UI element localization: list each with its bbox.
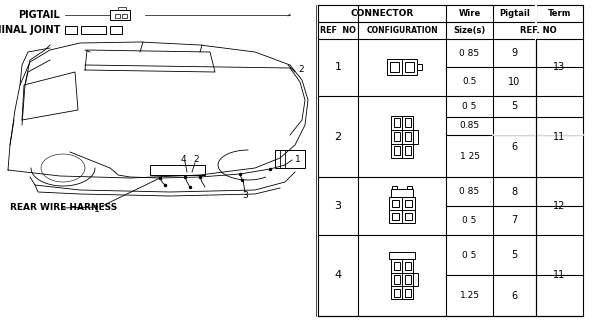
Text: 11: 11 [554, 132, 566, 142]
Bar [110, 26, 122, 34]
Bar [392, 200, 399, 207]
Bar [392, 186, 397, 189]
Bar [389, 197, 415, 223]
Bar [417, 64, 422, 70]
Bar [393, 132, 399, 141]
Bar [393, 289, 399, 297]
Bar [81, 26, 106, 34]
Text: 0.5: 0.5 [462, 77, 477, 86]
Text: 0 5: 0 5 [462, 216, 477, 225]
Text: CONFIGURATION: CONFIGURATION [366, 26, 438, 35]
Bar [405, 62, 414, 72]
Text: PIGTAIL: PIGTAIL [18, 10, 60, 20]
Bar [405, 262, 411, 270]
Bar [122, 14, 127, 18]
Bar [150, 165, 205, 175]
Bar [393, 146, 399, 155]
Bar [405, 213, 412, 220]
Bar [118, 7, 126, 10]
Text: 0 85: 0 85 [459, 187, 480, 196]
Text: 1: 1 [94, 205, 100, 214]
Text: 4: 4 [180, 155, 186, 164]
Text: 7: 7 [511, 215, 518, 225]
Bar [405, 275, 411, 284]
Text: 1 25: 1 25 [460, 152, 480, 161]
Text: 0 5: 0 5 [462, 251, 477, 260]
Text: 0 85: 0 85 [459, 49, 480, 58]
Text: 5: 5 [511, 101, 518, 111]
Text: TERMINAL JOINT: TERMINAL JOINT [0, 25, 60, 35]
Text: 2: 2 [335, 132, 342, 142]
Bar [389, 252, 415, 260]
Text: 12: 12 [554, 201, 566, 211]
Bar [390, 62, 399, 72]
Bar [65, 26, 77, 34]
Bar [405, 132, 411, 141]
Bar [405, 289, 411, 297]
Bar [110, 10, 130, 20]
Text: 6: 6 [511, 142, 517, 152]
Text: 9: 9 [511, 48, 517, 58]
Bar [391, 116, 413, 158]
Text: Size(s): Size(s) [453, 26, 486, 35]
Text: 2: 2 [193, 156, 199, 164]
Text: 1: 1 [335, 62, 341, 72]
Bar [392, 213, 399, 220]
Text: 6: 6 [511, 291, 517, 301]
Bar [391, 260, 413, 300]
Text: 3: 3 [242, 190, 248, 199]
Text: CONNECTOR: CONNECTOR [350, 9, 414, 18]
Text: Pigtail: Pigtail [499, 9, 530, 18]
Text: REF. NO: REF. NO [520, 26, 557, 35]
Text: Term: Term [548, 9, 571, 18]
Text: 2: 2 [298, 66, 304, 75]
Text: 1: 1 [295, 156, 301, 164]
Bar [405, 146, 411, 155]
Text: 4: 4 [335, 270, 342, 280]
Bar [405, 200, 412, 207]
Text: REF  NO: REF NO [320, 26, 356, 35]
Bar [115, 14, 120, 18]
Bar [405, 118, 411, 127]
Text: 10: 10 [508, 77, 521, 87]
Bar [391, 189, 413, 197]
Text: REAR WIRE HARNESS: REAR WIRE HARNESS [10, 204, 117, 212]
Bar [413, 130, 418, 144]
Text: 1.25: 1.25 [460, 291, 480, 300]
Text: 0.85: 0.85 [459, 122, 480, 131]
Bar [413, 273, 418, 286]
Text: 11: 11 [554, 270, 566, 280]
Text: 8: 8 [511, 187, 517, 197]
Bar [393, 262, 399, 270]
Text: 13: 13 [554, 62, 566, 72]
Bar [275, 150, 305, 168]
Text: 0 5: 0 5 [462, 102, 477, 111]
Bar [393, 275, 399, 284]
Bar [387, 60, 417, 76]
Text: 3: 3 [335, 201, 341, 211]
Text: Wire: Wire [459, 9, 480, 18]
Text: 5: 5 [511, 250, 518, 260]
Bar [407, 186, 412, 189]
Bar [393, 118, 399, 127]
